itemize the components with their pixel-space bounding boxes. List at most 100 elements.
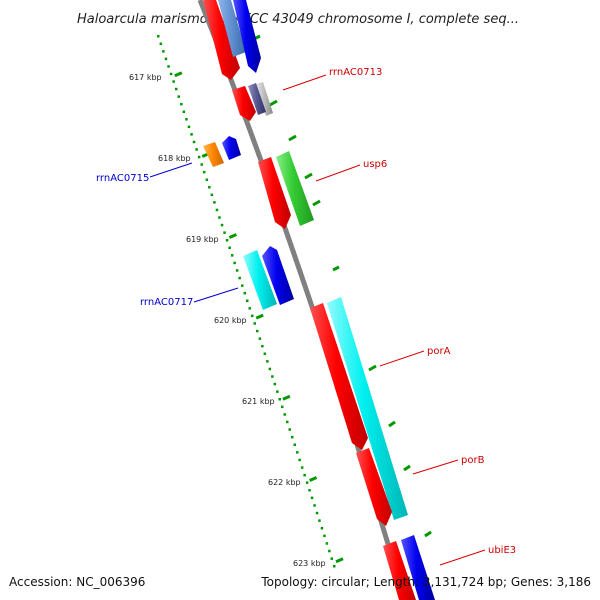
gene-label-porB[interactable]: porB (461, 455, 485, 466)
scale-dot (162, 50, 165, 53)
scale-dot (315, 511, 319, 515)
leader-line (412, 459, 459, 475)
scale-track (157, 35, 344, 568)
scale-dot (157, 35, 160, 38)
scale-dot (169, 72, 173, 76)
scale-dot (203, 170, 206, 174)
scale-dot (223, 231, 226, 234)
gene-arrow-red[interactable] (258, 157, 291, 229)
scale-dot (276, 390, 279, 393)
scale-label-619: 619 kbp (186, 235, 219, 244)
scale-dot (256, 329, 259, 333)
gene-arrow-gray[interactable] (256, 82, 273, 116)
scale-dot (271, 375, 274, 378)
scale-label-617: 617 kbp (129, 73, 162, 82)
leader-line (379, 350, 425, 367)
gene-arrow-blue[interactable] (262, 246, 294, 305)
scale-dot (263, 352, 267, 355)
scale-dot (228, 246, 231, 249)
scale-dot (258, 337, 262, 340)
scale-dot (330, 557, 333, 560)
scale-dot (300, 466, 304, 469)
scale-dot (323, 534, 326, 538)
scale-dot (308, 489, 311, 492)
scale-dot (192, 140, 196, 144)
leader-line (315, 164, 361, 182)
scale-dot (286, 420, 289, 424)
scale-major-tick (255, 313, 264, 320)
scale-dot (293, 443, 296, 446)
gene-arrow-cyan[interactable] (327, 297, 408, 520)
scale-dot (318, 519, 321, 522)
scale-dot (215, 208, 219, 212)
gene-arrow-steelblue[interactable] (218, 0, 246, 57)
scale-dot (303, 473, 306, 477)
leader-line (149, 162, 193, 178)
scale-label-622: 622 kbp (268, 478, 301, 487)
gene-label-rrnAC0713[interactable]: rrnAC0713 (329, 67, 382, 78)
scale-dot (248, 307, 251, 310)
scale-dot (197, 155, 201, 159)
scale-dot (187, 125, 191, 129)
scale-dot (268, 367, 272, 371)
reverse-gene-labels: rrnAC0715 rrnAC0717 (96, 162, 239, 308)
scale-labels: 617 kbp 618 kbp 619 kbp 620 kbp 621 kbp … (129, 73, 326, 568)
scale-dot (208, 186, 211, 189)
scale-dot (167, 65, 170, 68)
gene-arrow-blue[interactable] (233, 0, 261, 73)
scale-dot (190, 133, 193, 136)
gene-arrow-red[interactable] (203, 0, 240, 80)
map-title: Haloarcula marismortui ATCC 43049 chromo… (77, 12, 519, 27)
scale-dot (261, 344, 264, 348)
scale-dot (159, 42, 163, 45)
gene-label-usp6[interactable]: usp6 (363, 159, 387, 170)
scale-dot (177, 95, 180, 98)
gene-label-porA[interactable]: porA (427, 346, 451, 357)
scale-dot (291, 435, 294, 439)
gene-arrow-blue[interactable] (222, 136, 241, 160)
gene-arrow-purple[interactable] (248, 83, 266, 115)
gene-arrow-red[interactable] (356, 448, 392, 526)
scale-dot (225, 239, 229, 242)
scale-dot (213, 201, 216, 204)
leader-line (282, 74, 327, 91)
gene-arrow-red[interactable] (232, 86, 256, 121)
gene-label-ubiE3[interactable]: ubiE3 (488, 545, 516, 556)
scale-dot (241, 284, 244, 287)
scale-dot (328, 549, 331, 553)
forward-strand-ticks (251, 34, 432, 538)
scale-dot (175, 87, 178, 91)
scale-dot (233, 261, 236, 265)
scale-dot (325, 542, 329, 545)
scale-dot (200, 163, 203, 166)
gene-label-rrnAC0715[interactable]: rrnAC0715 (96, 173, 149, 184)
scale-dot (238, 276, 241, 280)
gene-arrow-red[interactable] (383, 541, 416, 600)
scale-label-621: 621 kbp (242, 397, 275, 406)
scale-major-tick (282, 394, 291, 401)
gene-arrow-blue[interactable] (401, 535, 435, 600)
scale-dot (180, 102, 183, 106)
gene-arrow-red[interactable] (310, 303, 368, 450)
scale-dot (182, 110, 186, 113)
scale-dot (305, 481, 309, 484)
scale-major-tick (228, 233, 237, 239)
scale-label-620: 620 kbp (214, 316, 247, 325)
scale-dot (253, 322, 256, 325)
scale-dot (281, 405, 284, 409)
scale-dot (251, 314, 254, 318)
gene-arrow-green[interactable] (276, 151, 314, 226)
gene-arrow-orange[interactable] (203, 142, 224, 167)
topology-text: Topology: circular; Length: 3,131,724 bp… (260, 575, 591, 589)
gene-arrow-cyan[interactable] (243, 250, 277, 310)
scale-dot (288, 428, 291, 431)
leader-line (193, 287, 239, 303)
scale-label-623: 623 kbp (293, 559, 326, 568)
scale-dot (210, 193, 214, 197)
scale-dot (243, 291, 246, 295)
scale-dot (218, 216, 221, 219)
scale-major-tick (335, 557, 344, 564)
scale-dot (266, 360, 269, 363)
gene-label-rrnAC0717[interactable]: rrnAC0717 (140, 297, 193, 308)
